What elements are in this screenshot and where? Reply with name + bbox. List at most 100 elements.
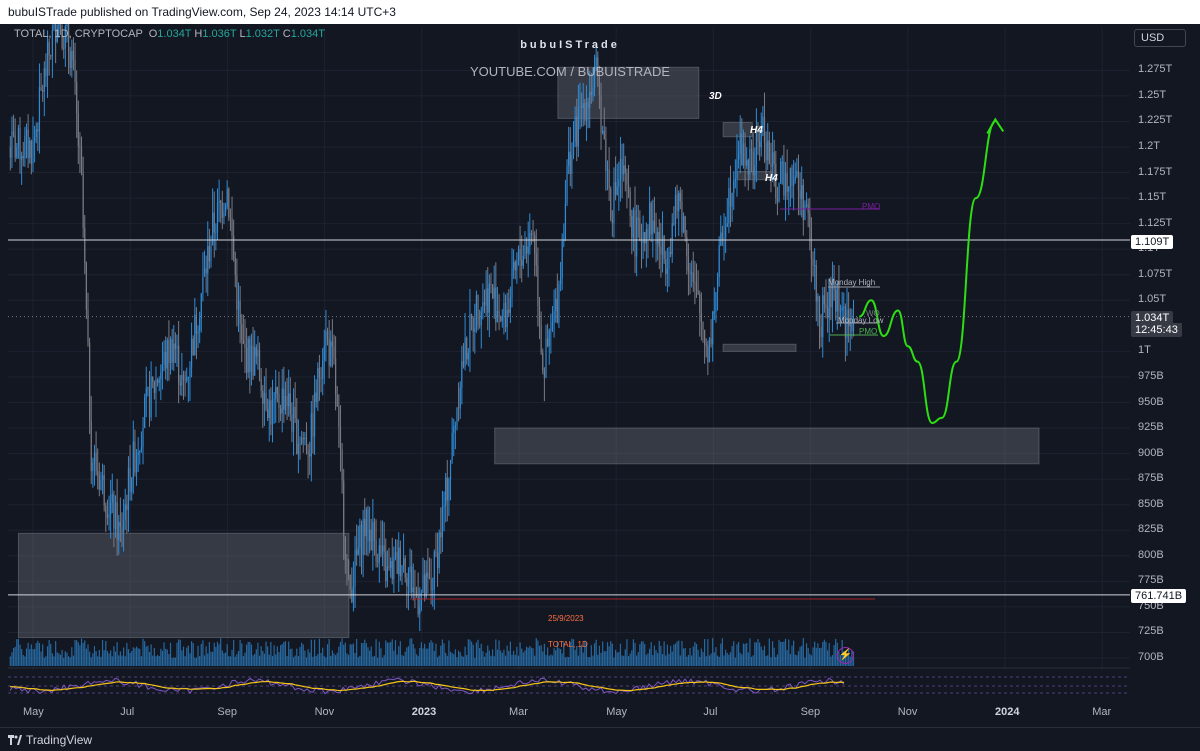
candle-body [375, 540, 377, 562]
candle-body [707, 345, 709, 363]
volume-bar [605, 651, 607, 666]
volume-bar [190, 641, 193, 666]
volume-bar [399, 641, 401, 666]
volume-bar [288, 641, 290, 666]
volume-bar [42, 644, 44, 666]
candle-body [613, 181, 615, 224]
candle-body [472, 318, 474, 332]
volume-bar [430, 640, 432, 666]
candle-body [509, 298, 511, 313]
volume-bar [514, 654, 516, 666]
volume-bar [725, 649, 727, 666]
lightning-icon[interactable]: ⚡ [837, 647, 854, 664]
candle-body [852, 319, 855, 332]
volume-bar [247, 642, 249, 666]
candle-body [163, 352, 165, 365]
volume-bar [134, 648, 136, 666]
volume-bar [569, 642, 571, 666]
currency-button[interactable]: USD [1134, 29, 1186, 47]
candle-body [61, 31, 63, 49]
candle-body [618, 179, 620, 187]
volume-bar [194, 657, 196, 666]
candle-body [540, 325, 542, 353]
candle-body [681, 201, 683, 233]
candle-body [551, 322, 554, 330]
candle-body [265, 393, 267, 410]
volume-bar [383, 655, 385, 666]
volume-bar [793, 640, 795, 666]
volume-bar [330, 655, 332, 666]
candle-body [254, 347, 256, 376]
candle-body [12, 131, 15, 136]
volume-bar [600, 652, 602, 666]
candle-body [365, 509, 367, 537]
volume-bar [215, 646, 217, 666]
volume-bar [368, 650, 371, 666]
volume-bar [147, 645, 149, 666]
candle-body [493, 287, 495, 299]
volume-bar [265, 641, 267, 666]
price-chart[interactable] [0, 24, 1200, 727]
candle-body [653, 220, 656, 233]
candle-body [14, 135, 16, 158]
volume-bar [344, 642, 346, 666]
candle-body [665, 258, 667, 275]
candle-body [621, 159, 623, 175]
candle-body [462, 361, 465, 367]
volume-bar [267, 646, 269, 666]
candle-body [315, 392, 317, 402]
candle-body [739, 133, 741, 155]
x-tick-label: Nov [897, 706, 918, 718]
volume-bar [101, 639, 104, 666]
candle-body [106, 513, 109, 519]
volume-bar [624, 649, 626, 666]
volume-bar [754, 642, 756, 666]
volume-bar [822, 641, 824, 666]
volume-bar [199, 656, 201, 666]
tradingview-logo[interactable]: TradingView [8, 733, 92, 747]
volume-bar [58, 653, 60, 666]
volume-bar [124, 656, 126, 666]
high-value: 1.036T [202, 28, 237, 40]
volume-bar [501, 652, 503, 666]
chart-frame[interactable] [0, 24, 1200, 727]
volume-bar [228, 656, 230, 666]
candle-body [715, 292, 717, 312]
candle-body [796, 171, 798, 177]
volume-bar [616, 652, 618, 666]
y-tick-label: 800B [1138, 548, 1164, 561]
candle-body [645, 229, 647, 244]
candle-body [608, 169, 610, 189]
symbol-name[interactable]: TOTAL, 1D, CRYPTOCAP [14, 28, 143, 40]
volume-bar [568, 657, 570, 666]
candle-body [113, 494, 115, 529]
volume-bar [801, 645, 803, 666]
candle-body [226, 188, 228, 207]
candle-body [127, 467, 130, 510]
candle-body [55, 24, 57, 42]
volume-bar [231, 649, 233, 666]
volume-bar [589, 657, 591, 666]
volume-bar [12, 648, 15, 666]
volume-bar [320, 653, 322, 666]
candle-body [440, 532, 442, 538]
volume-bar [508, 650, 510, 666]
candle-body [590, 91, 592, 95]
candle-body [459, 387, 461, 409]
volume-bar [678, 640, 680, 666]
candle-body [297, 443, 299, 454]
candle-body [503, 303, 505, 316]
candle-body [495, 287, 497, 323]
volume-bar [276, 646, 278, 666]
candle-body [498, 310, 500, 318]
candle-body [679, 192, 681, 202]
candle-body [46, 41, 49, 76]
volume-bar [144, 641, 146, 666]
y-tick-label: 1T [1138, 344, 1151, 357]
candle-body [548, 329, 550, 347]
candle-body [239, 300, 241, 325]
date-note-label: 25/9/2023 [548, 614, 584, 623]
volume-bar [273, 645, 275, 666]
y-tick-label: 950B [1138, 395, 1164, 408]
candle-body [823, 295, 825, 305]
